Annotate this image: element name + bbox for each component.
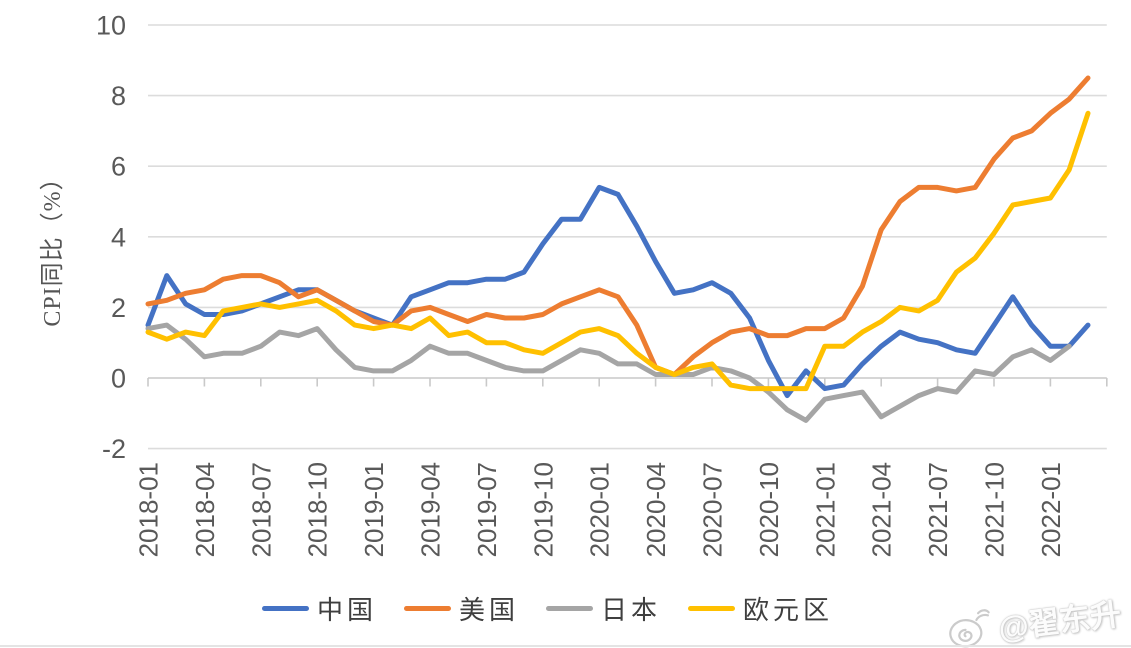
- x-tick-label: 2020-04: [641, 462, 671, 557]
- legend-item-eurozone: 欧元区: [688, 590, 833, 627]
- y-tick-label: -2: [102, 434, 126, 464]
- x-tick-label: 2020-10: [754, 462, 784, 557]
- x-tick-label: 2020-07: [698, 462, 728, 557]
- x-tick-label: 2019-04: [416, 462, 446, 557]
- legend-item-usa: 美国: [403, 590, 519, 627]
- x-tick-label: 2018-07: [246, 462, 276, 557]
- x-tick-label: 2021-01: [810, 462, 840, 557]
- x-tick-label: 2019-01: [359, 462, 389, 557]
- legend-marker-japan: [546, 605, 593, 611]
- y-axis-title: CPI同比（%）: [39, 165, 66, 326]
- y-tick-label: 8: [111, 81, 126, 111]
- legend-marker-eurozone: [688, 605, 736, 611]
- y-tick-label: 6: [111, 152, 126, 182]
- x-tick-label: 2021-04: [867, 462, 897, 557]
- x-tick-label: 2018-01: [134, 462, 164, 557]
- legend-label-eurozone: 欧元区: [743, 595, 834, 625]
- y-tick-label: 0: [111, 364, 126, 394]
- y-tick-label: 10: [96, 11, 126, 41]
- x-tick-label: 2018-04: [190, 462, 220, 557]
- series-line-eurozone: [145, 110, 1091, 392]
- series-line-china: [145, 184, 1091, 399]
- x-tick-label: 2021-10: [980, 462, 1010, 557]
- series-line-usa: [145, 75, 1091, 377]
- series-line-japan: [145, 322, 1072, 423]
- chart-legend: 中国 美国 日本 欧元区: [0, 590, 1095, 627]
- legend-marker-usa: [403, 605, 451, 611]
- x-tick-label: 2020-01: [585, 462, 615, 557]
- x-tick-label: 2018-10: [303, 462, 333, 557]
- x-tick-label: 2019-10: [528, 462, 558, 557]
- bottom-edge-line: [0, 645, 1131, 647]
- legend-marker-china: [261, 605, 309, 611]
- legend-label-usa: 美国: [458, 595, 519, 625]
- y-tick-label: 4: [111, 222, 126, 252]
- legend-item-japan: 日本: [546, 590, 661, 627]
- x-tick-label: 2021-07: [923, 462, 953, 557]
- legend-item-china: 中国: [261, 590, 377, 627]
- legend-label-japan: 日本: [601, 595, 662, 625]
- y-tick-label: 2: [111, 293, 126, 323]
- x-tick-label: 2022-01: [1036, 462, 1066, 557]
- x-tick-label: 2019-07: [472, 462, 502, 557]
- legend-label-china: 中国: [316, 595, 377, 625]
